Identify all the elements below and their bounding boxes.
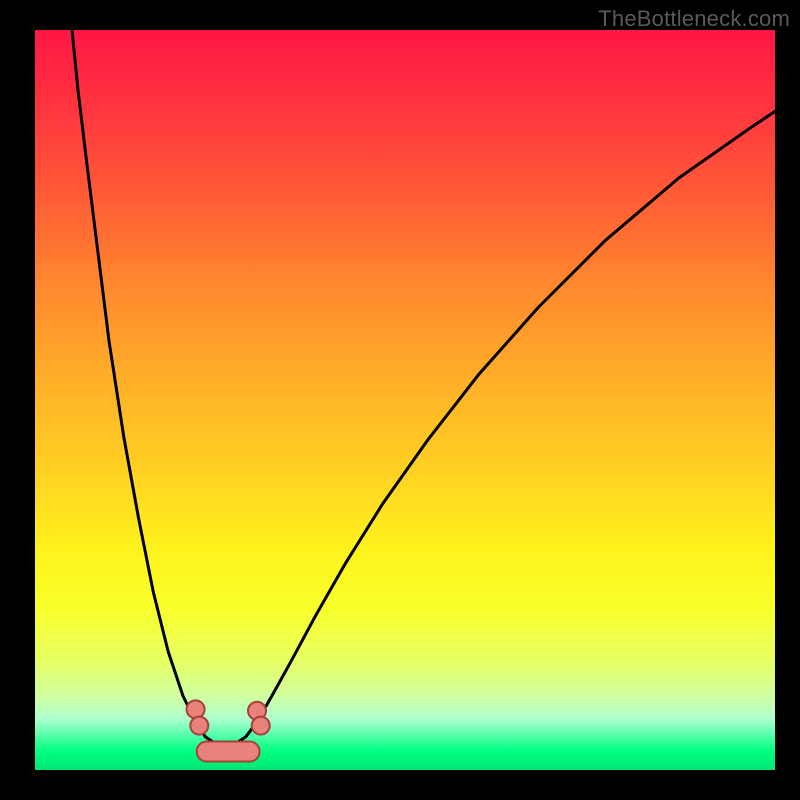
gradient-background — [35, 30, 775, 770]
plot-area — [35, 30, 775, 770]
marker-capsule — [197, 742, 260, 762]
chart-container: TheBottleneck.com — [0, 0, 800, 800]
marker-point — [252, 717, 270, 735]
marker-point — [190, 717, 208, 735]
marker-point — [187, 700, 205, 718]
watermark-text: TheBottleneck.com — [598, 6, 790, 32]
bottleneck-curve-chart — [35, 30, 775, 770]
